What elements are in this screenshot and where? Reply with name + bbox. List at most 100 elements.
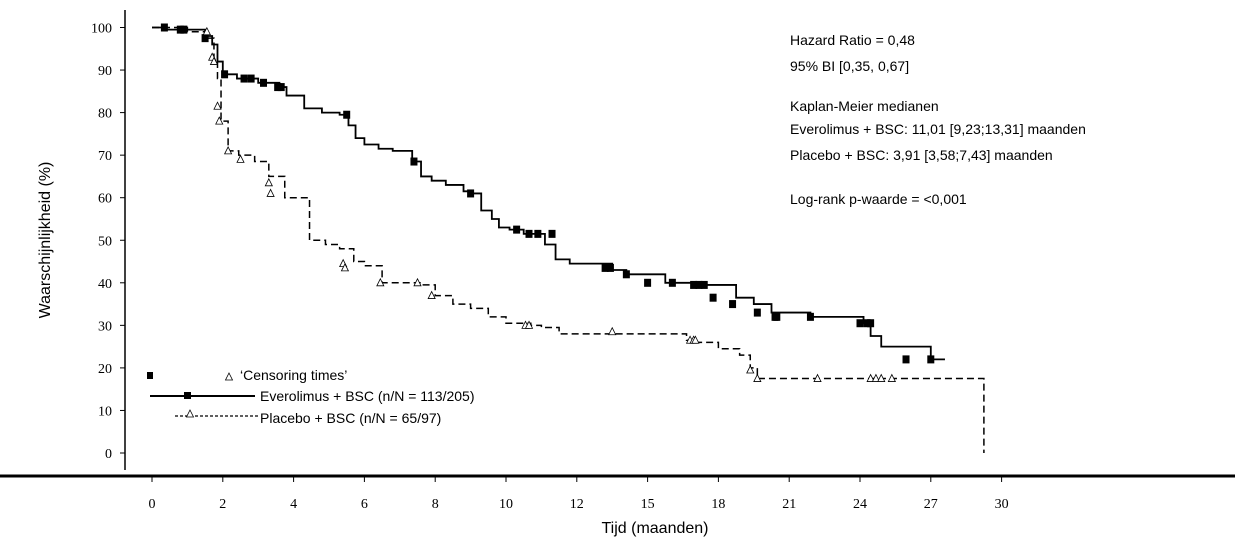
placebo-censor-mark: [871, 373, 881, 382]
placebo-censor-mark: [691, 335, 700, 344]
placebo-censor-mark: [887, 373, 897, 382]
everolimus-censor-mark: [260, 78, 268, 87]
y-tick-label: 0: [105, 447, 112, 462]
everolimus-censor-mark: [867, 319, 875, 328]
placebo-censor-mark: [413, 277, 422, 287]
logrank-text: Log-rank p-waarde = <0,001: [790, 191, 967, 207]
km-medians-title: Kaplan-Meier medianen: [790, 98, 939, 114]
y-tick-label: 80: [98, 107, 112, 122]
everolimus-censor-mark: [927, 355, 935, 364]
placebo-censor-mark: [215, 116, 224, 125]
y-tick-label: 40: [98, 277, 112, 292]
x-tick-label: 18: [711, 497, 725, 512]
everolimus-censor-mark: [513, 225, 521, 234]
everolimus-censor-mark: [180, 25, 188, 34]
x-tick-label: 6: [361, 497, 368, 512]
placebo-censor-mark: [866, 373, 875, 382]
x-tick-label: 24: [853, 497, 867, 512]
legend-censor-triangle-icon: [224, 372, 234, 381]
y-tick-label: 30: [98, 319, 112, 334]
everolimus-censor-mark: [221, 70, 229, 79]
y-tick-label: 10: [98, 404, 112, 419]
placebo-censor-mark: [608, 326, 617, 336]
x-tick-label: 21: [782, 497, 796, 512]
everolimus-censor-mark: [601, 263, 609, 272]
placebo-censor-mark: [264, 177, 273, 187]
hazard-ratio-text: Hazard Ratio = 0,48: [790, 32, 915, 48]
km-placebo-text: Placebo + BSC: 3,91 [3,58;7,43] maanden: [790, 147, 1053, 163]
everolimus-censor-mark: [622, 270, 630, 279]
x-tick-label: 8: [432, 497, 439, 512]
placebo-censor-mark: [877, 373, 886, 382]
everolimus-censor-mark: [695, 280, 703, 289]
placebo-censor-mark: [376, 277, 385, 287]
placebo-censor-mark: [746, 365, 755, 374]
everolimus-censor-mark: [773, 312, 781, 321]
everolimus-censor-mark: [753, 308, 761, 317]
y-axis-ticks: 0 10 20 30 40 50 60 70 80 90 100: [91, 22, 125, 462]
y-tick-label: 70: [98, 149, 112, 164]
x-axis-ticks: 0 2 4 6 8 10 12 15 18 21 24 27 30: [149, 476, 1009, 512]
legend-censor-label: ‘Censoring times’: [240, 367, 347, 383]
everolimus-censor-mark: [902, 355, 910, 364]
everolimus-censor-mark: [534, 229, 542, 238]
placebo-censor-mark: [340, 263, 350, 272]
placebo-censor-mark: [753, 373, 762, 382]
x-tick-label: 27: [924, 497, 938, 512]
everolimus-censor-mark: [277, 83, 285, 92]
y-tick-label: 20: [98, 362, 112, 377]
placebo-censor-mark: [524, 320, 534, 329]
placebo-censor-mark: [223, 146, 233, 155]
everolimus-censor-mark: [240, 74, 248, 83]
y-axis-label: Waarschijnlijkheid (%): [37, 162, 54, 319]
placebo-censor-mark: [266, 188, 275, 197]
placebo-censor-mark: [202, 26, 212, 36]
placebo-censor-mark: [209, 56, 219, 65]
everolimus-censor-mark: [700, 280, 708, 289]
everolimus-censor-mark: [709, 293, 717, 302]
x-axis-label: Tijd (maanden): [601, 520, 708, 537]
y-tick-label: 60: [98, 192, 112, 207]
x-tick-label: 15: [641, 497, 655, 512]
everolimus-censor-mark: [668, 278, 676, 287]
legend-everolimus-marker: [184, 392, 191, 399]
placebo-censor-mark: [213, 101, 222, 110]
legend: ‘Censoring times’ Everolimus + BSC (n/N …: [147, 367, 475, 426]
everolimus-censor-mark: [467, 189, 475, 198]
everolimus-censor-mark: [201, 34, 209, 43]
everolimus-censor-mark: [274, 83, 282, 92]
everolimus-censor-mark: [176, 25, 184, 34]
y-tick-label: 50: [98, 234, 112, 249]
everolimus-censor-mark: [247, 74, 255, 83]
legend-censor-square-icon: [147, 372, 153, 379]
x-tick-label: 2: [219, 497, 226, 512]
everolimus-censor-mark: [644, 278, 652, 287]
everolimus-censor-mark: [160, 23, 168, 32]
everolimus-censor-mark: [525, 229, 533, 238]
everolimus-censor-mark: [548, 229, 556, 238]
x-tick-label: 4: [290, 497, 297, 512]
everolimus-censor-mark: [729, 300, 737, 309]
everolimus-censor-mark: [690, 280, 698, 289]
y-tick-label: 90: [98, 64, 112, 79]
x-tick-label: 12: [570, 497, 584, 512]
everolimus-censor-mark: [863, 319, 871, 328]
y-tick-label: 100: [91, 22, 112, 37]
legend-placebo-marker: [185, 409, 195, 418]
confidence-interval-text: 95% BI [0,35, 0,67]: [790, 58, 909, 74]
x-tick-label: 10: [499, 497, 513, 512]
everolimus-censor-mark: [856, 319, 864, 328]
censor-marks: [160, 23, 935, 382]
everolimus-censor-mark: [806, 312, 814, 321]
legend-everolimus-label: Everolimus + BSC (n/N = 113/205): [260, 388, 475, 404]
placebo-censor-mark: [236, 154, 245, 163]
x-tick-label: 0: [149, 497, 156, 512]
x-tick-label: 30: [995, 497, 1009, 512]
everolimus-censor-mark: [606, 263, 614, 272]
legend-placebo-label: Placebo + BSC (n/N = 65/97): [260, 410, 441, 426]
placebo-censor-mark: [813, 373, 822, 382]
placebo-censor-mark: [427, 290, 436, 299]
km-everolimus-text: Everolimus + BSC: 11,01 [9,23;13,31] maa…: [790, 121, 1086, 137]
everolimus-censor-mark: [410, 157, 418, 166]
